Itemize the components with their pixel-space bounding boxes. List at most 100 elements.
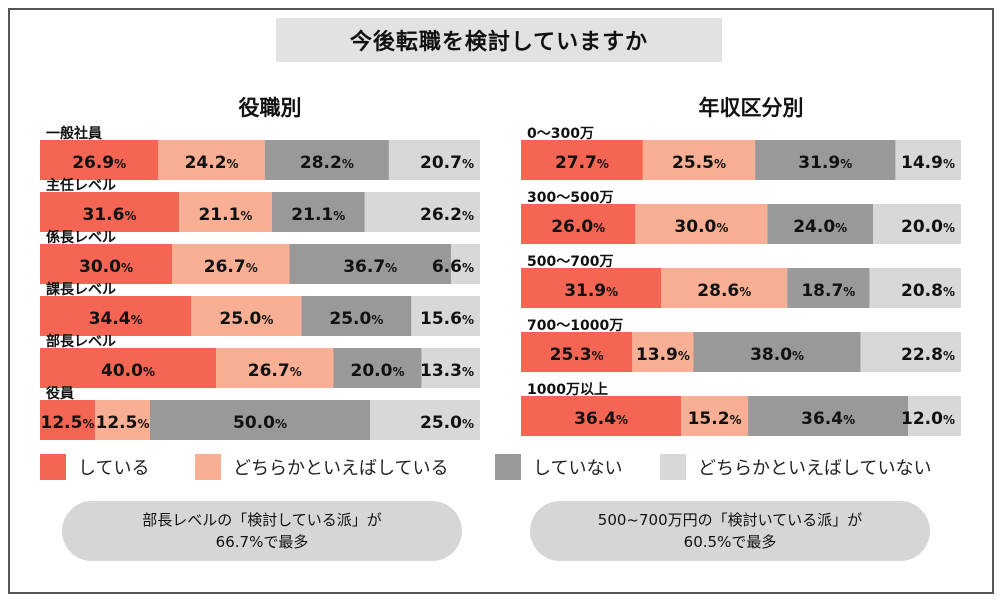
label-income-3-considering: 25.3% (550, 345, 604, 365)
legend: している どちらかといえばしている していない どちらかといえばしていない (40, 452, 970, 482)
legend-item-not-considering: していない (495, 452, 622, 482)
label-position-3-not-considering: 25.0% (329, 309, 383, 329)
bar-position-0-not-considering (264, 140, 389, 180)
bar-position-0-maybe-considering (158, 140, 265, 180)
label-position-0-not-considering: 28.2% (300, 153, 354, 173)
label-income-2-considering: 31.9% (564, 281, 618, 301)
bar-position-5-not-considering (150, 400, 370, 440)
label-income-0-considering: 27.7% (555, 153, 609, 173)
label-income-0-maybe-not-considering: 14.9% (901, 153, 955, 173)
bar-position-4-maybe-considering (216, 348, 334, 388)
label-income-1-maybe-considering: 30.0% (674, 217, 728, 237)
bar-position-1-maybe-considering (179, 192, 272, 232)
label-position-0-maybe-considering: 24.2% (185, 153, 239, 173)
bar-position-3-considering (40, 296, 192, 336)
category-label-position-2: 係長レベル (46, 229, 116, 246)
note-income-line1: 500~700万円の「検討いている派」が (597, 511, 863, 529)
bar-position-0-considering (40, 140, 159, 180)
legend-label-considering: している (78, 458, 150, 479)
bar-income-1-maybe-not-considering (873, 204, 961, 244)
label-position-3-considering: 34.4% (89, 309, 143, 329)
bar-income-0-maybe-considering (642, 140, 756, 180)
label-income-1-not-considering: 24.0% (793, 217, 847, 237)
bar-income-1-maybe-considering (635, 204, 768, 244)
bar-position-2-maybe-not-considering (450, 244, 480, 284)
bar-position-5-maybe-considering (95, 400, 150, 440)
bar-income-3-maybe-considering (632, 332, 694, 372)
category-label-position-5: 役員 (46, 385, 74, 402)
label-income-2-maybe-considering: 28.6% (697, 281, 751, 301)
bar-position-5-considering (40, 400, 95, 440)
category-label-income-3: 700～1000万 (527, 318, 623, 334)
legend-item-considering: している (40, 452, 149, 482)
label-position-5-maybe-not-considering: 25.0% (420, 413, 474, 433)
category-label-income-1: 300～500万 (527, 190, 613, 206)
label-position-3-maybe-not-considering: 15.6% (420, 309, 474, 329)
category-label-position-0: 一般社員 (46, 125, 102, 142)
bar-position-5-maybe-not-considering (370, 400, 480, 440)
note-position-line2: 66.7%で最多 (215, 533, 309, 551)
panel-title-income: 年収区分別 (698, 96, 804, 120)
label-income-3-not-considering: 38.0% (750, 345, 804, 365)
label-position-0-maybe-not-considering: 20.7% (420, 153, 474, 173)
label-position-4-not-considering: 20.0% (350, 361, 404, 381)
label-income-4-not-considering: 36.4% (801, 409, 855, 429)
legend-label-maybe-not-considering: どちらかといえばしていない (698, 458, 932, 479)
bar-income-2-not-considering (787, 268, 870, 308)
label-income-1-maybe-not-considering: 20.0% (901, 217, 955, 237)
label-position-0-considering: 26.9% (72, 153, 126, 173)
label-income-0-not-considering: 31.9% (798, 153, 852, 173)
label-income-4-maybe-not-considering: 12.0% (901, 409, 955, 429)
bar-position-4-maybe-not-considering (421, 348, 480, 388)
category-label-position-4: 部長レベル (46, 333, 116, 350)
category-label-position-1: 主任レベル (46, 177, 116, 194)
label-income-2-not-considering: 18.7% (801, 281, 855, 301)
category-label-income-0: 0～300万 (527, 126, 594, 142)
panel-title-position: 役職別 (238, 96, 302, 120)
label-position-5-maybe-considering: 12.5% (96, 413, 150, 433)
note-income: 500~700万円の「検討いている派」が 60.5%で最多 (530, 501, 930, 561)
bar-income-2-considering (521, 268, 662, 308)
label-income-1-considering: 26.0% (551, 217, 605, 237)
bar-income-1-considering (521, 204, 636, 244)
legend-swatch-considering (40, 454, 66, 480)
label-position-1-not-considering: 21.1% (291, 205, 345, 225)
bar-position-3-maybe-not-considering (411, 296, 480, 336)
bar-position-4-considering (40, 348, 216, 388)
label-position-4-maybe-not-considering: 13.3% (420, 361, 474, 381)
legend-item-maybe-considering: どちらかといえばしている (195, 452, 448, 482)
bar-income-4-maybe-considering (681, 396, 749, 436)
bar-income-3-not-considering (693, 332, 861, 372)
label-income-4-considering: 36.4% (574, 409, 628, 429)
label-income-2-maybe-not-considering: 20.8% (901, 281, 955, 301)
bar-position-1-considering (40, 192, 180, 232)
note-position: 部長レベルの「検討している派」が 66.7%で最多 (62, 501, 462, 561)
label-position-2-not-considering: 36.7% (343, 257, 397, 277)
bar-income-0-maybe-not-considering (895, 140, 961, 180)
bar-position-4-not-considering (333, 348, 422, 388)
legend-label-not-considering: していない (533, 458, 623, 479)
bar-income-3-maybe-not-considering (860, 332, 961, 372)
label-income-4-maybe-considering: 15.2% (688, 409, 742, 429)
legend-swatch-maybe-considering (195, 454, 221, 480)
bar-income-4-not-considering (748, 396, 909, 436)
bar-position-3-not-considering (301, 296, 412, 336)
main-title: 今後転職を検討していますか (276, 18, 722, 62)
category-label-income-2: 500～700万 (527, 254, 613, 270)
bar-income-3-considering (521, 332, 633, 372)
bar-position-1-maybe-not-considering (364, 192, 480, 232)
bar-income-2-maybe-not-considering (869, 268, 961, 308)
label-income-3-maybe-not-considering: 22.8% (901, 345, 955, 365)
category-label-income-4: 1000万以上 (527, 382, 608, 398)
bar-income-0-not-considering (755, 140, 896, 180)
label-position-5-not-considering: 50.0% (233, 413, 287, 433)
label-position-2-maybe-not-considering: 6.6% (432, 257, 474, 277)
bar-income-4-considering (521, 396, 682, 436)
bar-position-3-maybe-considering (191, 296, 302, 336)
label-position-4-maybe-considering: 26.7% (248, 361, 302, 381)
label-position-1-maybe-not-considering: 26.2% (420, 205, 474, 225)
label-position-5-considering: 12.5% (41, 413, 95, 433)
legend-item-maybe-not-considering: どちらかといえばしていない (660, 452, 931, 482)
label-position-2-considering: 30.0% (79, 257, 133, 277)
